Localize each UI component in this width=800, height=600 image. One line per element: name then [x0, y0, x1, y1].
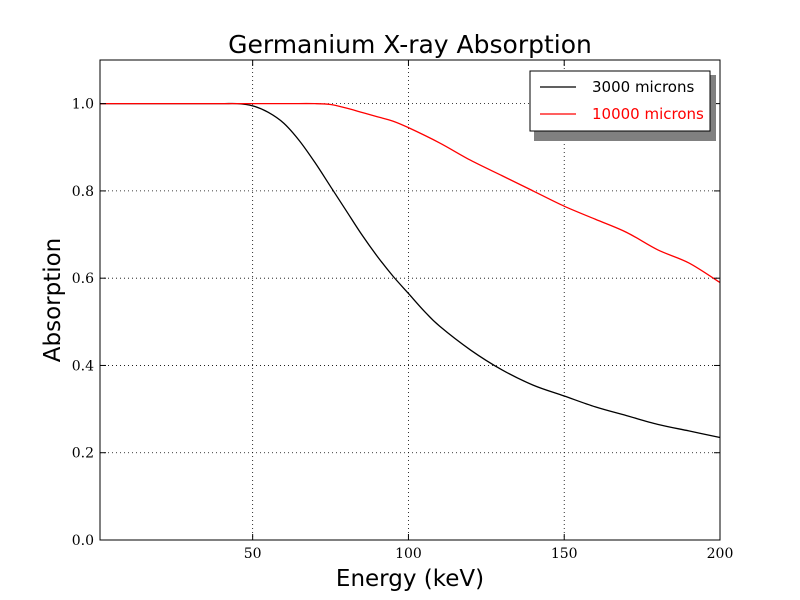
plot-frame [99, 59, 721, 541]
y-tick-label: 1.0 [72, 97, 94, 113]
series-line-10000-microns [99, 102, 721, 284]
chart-title: Germanium X-ray Absorption [228, 30, 592, 59]
x-tick-label: 100 [395, 546, 422, 562]
legend-box [529, 70, 711, 132]
legend-label-10000-microns: 10000 microns [592, 105, 704, 123]
y-tick-label: 0.4 [72, 358, 94, 374]
y-axis-label: Absorption [40, 238, 66, 363]
legend: 3000 microns 10000 microns [529, 70, 716, 141]
x-tick-label: 50 [244, 546, 262, 562]
y-tick-label: 0.2 [72, 446, 94, 462]
y-tick-label: 0.6 [72, 271, 94, 287]
x-tick-label: 200 [707, 546, 734, 562]
y-tick-label: 0.8 [72, 184, 94, 200]
legend-label-3000-microns: 3000 microns [592, 78, 694, 96]
x-tick-label: 150 [551, 546, 578, 562]
tick-layer: 50 100 150 200 0.0 0.2 0.4 0.6 0.8 1.0 [72, 60, 734, 562]
series-layer [99, 102, 721, 439]
y-tick-label: 0.0 [72, 533, 94, 549]
x-axis-label: Energy (keV) [336, 566, 484, 592]
